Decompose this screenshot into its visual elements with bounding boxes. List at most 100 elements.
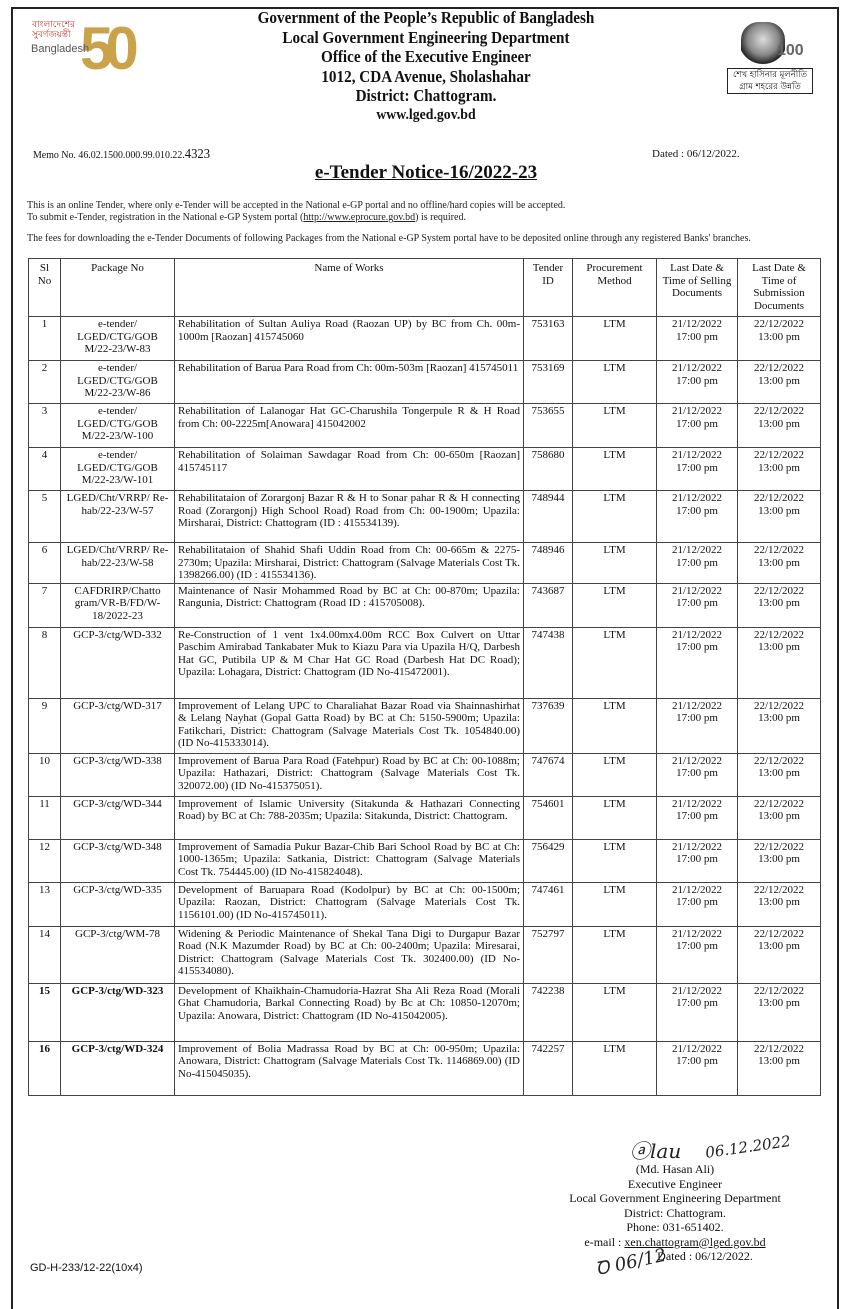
cell-id: 758680 [523,447,573,491]
cell-submit: 22/12/2022 13:00 pm [737,490,821,543]
cell-sl: 8 [28,626,61,699]
cell-id: 753163 [523,316,573,361]
column-header: Name of Works [174,258,524,317]
page-border [11,7,839,1309]
cell-submit: 22/12/2022 13:00 pm [737,582,821,628]
column-header: Last Date & Time of Submission Documents [737,258,821,317]
table-row: 12 GCP-3/ctg/WD-348 Improvement of Samadia… [28,838,821,883]
cell-method: LTM [572,403,657,448]
cell-id: 747674 [523,752,573,797]
cell-pkg: GCP-3/ctg/WD-335 [60,881,175,927]
cell-submit: 22/12/2022 13:00 pm [737,752,821,797]
intro-line: The fees for downloading the e-Tender Do… [27,233,751,244]
table-row: 8 GCP-3/ctg/WD-332 Re-Construction of 1 ve… [28,626,821,699]
cell-sl: 11 [28,795,61,840]
cell-method: LTM [572,1040,657,1096]
cell-sell: 21/12/2022 17:00 pm [656,626,738,699]
table-row: 15 GCP-3/ctg/WD-323 Development of Khaikha… [28,982,821,1042]
letterhead-line: District: Chattogram. [355,86,497,105]
cell-sl: 16 [28,1040,61,1096]
cell-id: 742238 [523,982,573,1042]
column-header: Sl No [28,258,61,317]
cell-sell: 21/12/2022 17:00 pm [656,447,738,491]
cell-method: LTM [572,795,657,840]
cell-sl: 1 [28,316,61,361]
signatory-name: (Md. Hasan Ali) [635,1162,715,1176]
cell-name: Rehabilitation of Lalanogar Hat GC-Charu… [174,403,524,448]
cell-name: Improvement of Bolia Madrassa Road by BC… [174,1040,524,1096]
table-header-row: Sl No Package No Name of Works Tender ID Pro… [28,258,821,317]
cell-submit: 22/12/2022 13:00 pm [737,881,821,927]
cell-name: Rehabilitataion of Zorargonj Bazar R & H… [174,490,524,543]
intro-text: ) is required. [415,212,466,223]
table-row: 2 e-tender/ LGED/CTG/GOB M/22-23/W-86 Reha… [28,360,821,404]
cell-submit: 22/12/2022 13:00 pm [737,925,821,984]
email-label: e-mail : [584,1234,625,1249]
cell-submit: 22/12/2022 13:00 pm [737,795,821,840]
cell-id: 737639 [523,697,573,754]
cell-name: Improvement of Lelang UPC to Charaliahat… [174,697,524,754]
cell-method: LTM [572,697,657,754]
cell-name: Rehabilitataion of Shahid Shafi Uddin Ro… [174,542,524,584]
cell-pkg: GCP-3/ctg/WD-317 [60,697,175,754]
letterhead-line: Office of the Executive Engineer [321,47,531,66]
cell-submit: 22/12/2022 13:00 pm [737,697,821,754]
cell-sl: 12 [28,838,61,883]
cell-sl: 10 [28,752,61,797]
tender-table: Sl No Package No Name of Works Tender ID Pro… [28,258,821,1096]
notice-title: e-Tender Notice-16/2022-23 [314,162,538,183]
cell-id: 753655 [523,403,573,448]
cell-sl: 7 [28,582,61,628]
cell-pkg: GCP-3/ctg/WD-323 [60,982,175,1042]
cell-sell: 21/12/2022 17:00 pm [656,360,738,404]
cell-id: 752797 [523,925,573,984]
cell-name: Development of Baruapara Road (Kodolpur)… [174,881,524,927]
signatory-designation: Executive Engineer [627,1176,723,1191]
cell-submit: 22/12/2022 13:00 pm [737,626,821,699]
cell-pkg: LGED/Cht/VRRP/ Re-hab/22-23/W-57 [60,490,175,543]
table-row: 9 GCP-3/ctg/WD-317 Improvement of Lelang U… [28,697,821,754]
logo-bengali-text: বাংলাদেশের সুবর্ণজয়ন্তী [32,20,76,40]
cell-submit: 22/12/2022 13:00 pm [737,982,821,1042]
cell-sl: 13 [28,881,61,927]
cell-sl: 4 [28,447,61,491]
cell-pkg: e-tender/ LGED/CTG/GOB M/22-23/W-83 [60,316,175,361]
cell-sell: 21/12/2022 17:00 pm [656,582,738,628]
logo-number: 50 [80,15,139,82]
slogan-line: গ্রাম শহরের উন্নতি [739,82,801,92]
table-row: 16 GCP-3/ctg/WD-324 Improvement of Bolia M… [28,1040,821,1096]
signature-block: (Md. Hasan Ali) Executive Engineer Local… [540,1162,810,1264]
cell-pkg: GCP-3/ctg/WD-338 [60,752,175,797]
cell-method: LTM [572,360,657,404]
cell-pkg: e-tender/ LGED/CTG/GOB M/22-23/W-100 [60,403,175,448]
cell-submit: 22/12/2022 13:00 pm [737,542,821,584]
cell-sl: 15 [28,982,61,1042]
column-header: Last Date & Time of Selling Documents [656,258,738,317]
slogan-box: শেখ হাসিনার মূলনীতি গ্রাম শহরের উন্নতি [727,68,813,94]
cell-pkg: GCP-3/ctg/WD-344 [60,795,175,840]
intro-line: To submit e-Tender, registration in the … [27,212,827,224]
cell-submit: 22/12/2022 13:00 pm [737,403,821,448]
eprocure-link[interactable]: http://www.eprocure.gov.bd [303,212,416,223]
cell-name: Rehabilitation of Solaiman Sawdagar Road… [174,447,524,491]
cell-name: Rehabilitation of Barua Para Road from C… [174,360,524,404]
column-header: Procurement Method [572,258,657,317]
table-row: 1 e-tender/ LGED/CTG/GOB M/22-23/W-83 Reha… [28,316,821,361]
cell-sl: 9 [28,697,61,754]
cell-name: Widening & Periodic Maintenance of Sheka… [174,925,524,984]
cell-pkg: GCP-3/ctg/WD-332 [60,626,175,699]
signature-date: Dated : 06/12/2022. [657,1249,753,1263]
cell-name: Rehabilitation of Sultan Auliya Road (Ra… [174,316,524,361]
column-header: Tender ID [523,258,573,317]
cell-sell: 21/12/2022 17:00 pm [656,881,738,927]
slogan-line: শেখ হাসিনার মূলনীতি [732,70,808,80]
cell-name: Maintenance of Nasir Mohammed Road by BC… [174,582,524,628]
bangladesh-50-logo: 50 বাংলাদেশের সুবর্ণজয়ন্তী Bangladesh [22,15,139,82]
cell-sl: 2 [28,360,61,404]
cell-sell: 21/12/2022 17:00 pm [656,316,738,361]
table-row: 11 GCP-3/ctg/WD-344 Improvement of Islamic… [28,795,821,840]
cell-id: 754601 [523,795,573,840]
table-row: 13 GCP-3/ctg/WD-335 Development of Baruapa… [28,881,821,927]
email-link[interactable]: xen.chattogram@lged.gov.bd [624,1234,766,1249]
table-row: 5 LGED/Cht/VRRP/ Re-hab/22-23/W-57 Rehabil… [28,490,821,543]
